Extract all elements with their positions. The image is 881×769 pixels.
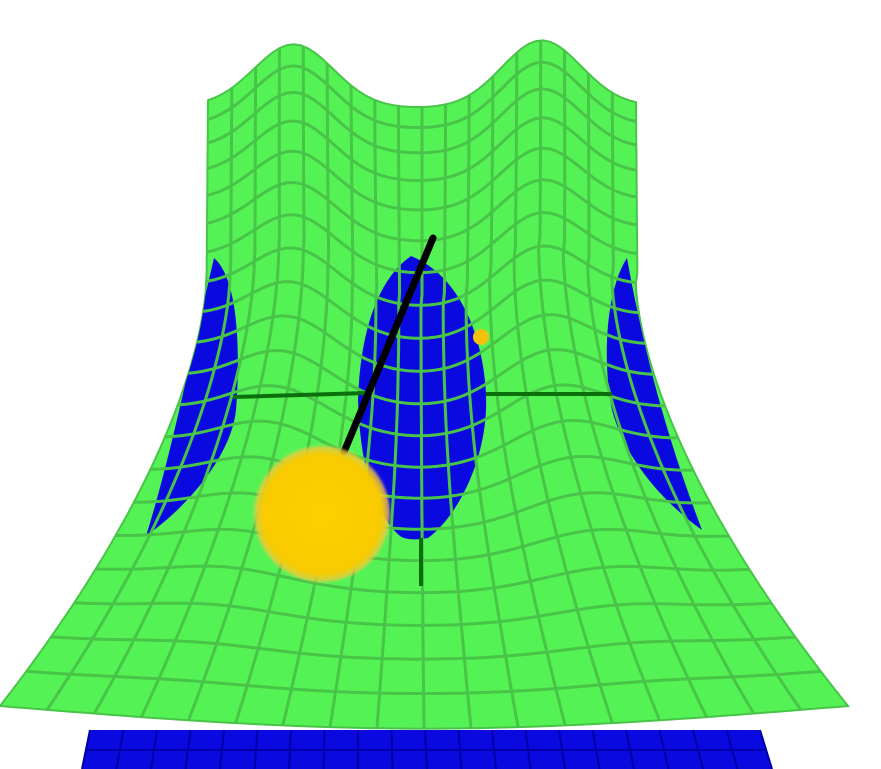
surface-grid-line [164,418,679,469]
marker-dot[interactable] [473,329,489,345]
surface-grid-line [328,99,379,728]
surface-grid-line [561,50,708,718]
pendulum-rod[interactable] [340,234,437,456]
pendulum-bob[interactable] [254,446,390,582]
water-bottom-strip [81,729,773,769]
surface-grid-line [95,564,750,595]
surface-grid-line [441,104,473,729]
surface-grid-line [206,146,637,212]
surface-grid-line [196,313,646,373]
surface-grid-line [140,48,281,718]
crosshair-axes [232,391,612,586]
surface-grid-line [51,635,796,661]
surface-grid-line [207,116,637,182]
surface-grid-line [464,95,520,728]
pendulum[interactable] [254,234,437,582]
surface-grid-line [202,278,640,340]
surface-grid-line [92,67,258,715]
surface-grid-line [133,491,711,531]
water-patch-left [146,258,238,536]
surface-grid-line [375,105,402,729]
surface-grid-line [187,46,306,721]
water-patch-right [606,258,702,530]
surface-grid-line [45,87,234,711]
surface-grid-line [488,76,567,726]
surface-grid-line [206,244,638,307]
surface-grid-line [74,601,772,627]
surface-grid-line [188,348,655,406]
surface-grid-line [610,92,803,711]
surface-grid-line [150,454,694,500]
surface-grid-line [537,40,661,721]
wave-surface [0,39,850,730]
x-axis-left [232,391,369,399]
surface-grid-line [207,87,637,155]
surface-grid-line [206,178,638,243]
surface-grid-line [177,383,666,438]
surface-grid-line [26,669,822,695]
surface-grid-line [281,85,355,726]
surface-grid-line [234,63,331,724]
surface-grid-line [207,60,637,129]
surface-grid-line [419,107,426,729]
